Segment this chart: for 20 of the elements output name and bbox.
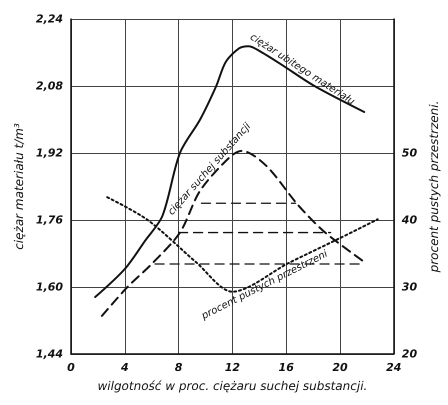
y-tick-label: 1,76 xyxy=(36,214,64,226)
x-axis-title: wilgotność w proc. ciężaru suchej substancji. xyxy=(97,379,368,393)
x-tick-label: 0 xyxy=(67,361,76,374)
y2-tick-label: 40 xyxy=(400,214,418,226)
y-tick-label: 2,08 xyxy=(36,80,64,92)
x-tick-label: 20 xyxy=(332,361,348,374)
y-tick-label: 1,60 xyxy=(36,280,64,294)
x-tick-label: 16 xyxy=(278,361,294,374)
x-tick-label: 12 xyxy=(224,361,240,374)
y-tick-label: 2,24 xyxy=(36,12,63,26)
y2-tick-label: 30 xyxy=(402,280,418,294)
x-tick-label: 4 xyxy=(120,361,129,374)
x-tick-label: 24 xyxy=(386,361,402,374)
y-axis-title: ciężar materiału t/m³ xyxy=(12,123,26,250)
x-tick-label: 8 xyxy=(174,361,183,374)
y2-tick-label: 50 xyxy=(402,146,418,160)
y2-tick-label: 20 xyxy=(402,348,418,360)
y-tick-label: 1,92 xyxy=(36,146,64,160)
y-tick-label: 1,44 xyxy=(36,348,63,360)
y2-axis-title: procent pustych przestrzeni. xyxy=(427,100,441,274)
